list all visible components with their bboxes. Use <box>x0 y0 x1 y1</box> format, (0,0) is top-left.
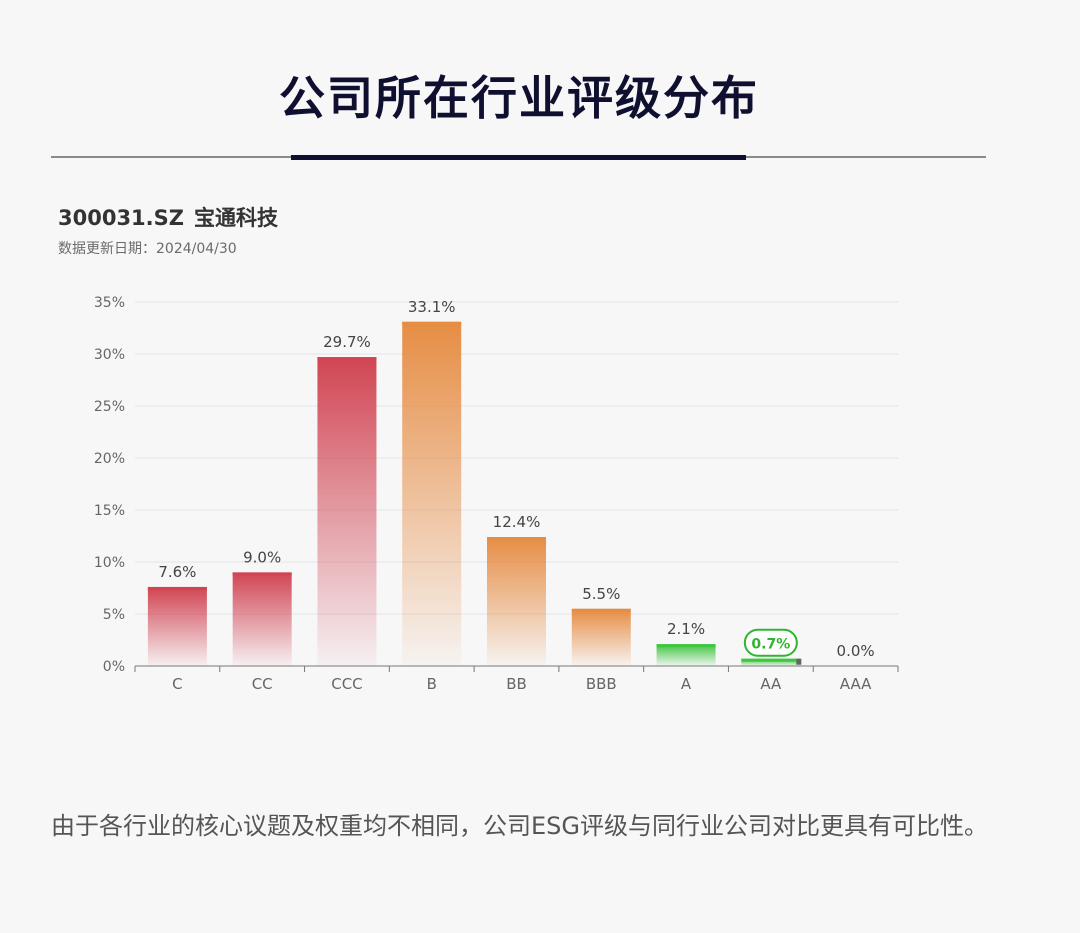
category-label-a: A <box>681 675 692 693</box>
update-label: 数据更新日期： <box>58 241 156 257</box>
value-label-aa: 0.7% <box>751 637 790 653</box>
y-tick-label: 20% <box>94 451 125 467</box>
y-tick-label: 0% <box>103 659 125 675</box>
bar-ccc <box>317 357 377 666</box>
y-tick-label: 10% <box>94 555 125 571</box>
bar-aa <box>741 658 801 666</box>
y-tick-label: 35% <box>94 295 125 311</box>
category-label-bb: BB <box>506 675 527 693</box>
y-tick-label: 30% <box>94 347 125 363</box>
bar-b <box>402 321 462 666</box>
bar-bb <box>487 537 546 666</box>
value-label-bb: 12.4% <box>493 513 541 531</box>
value-label-aaa: 0.0% <box>837 642 875 660</box>
category-label-c: C <box>172 675 182 693</box>
value-label-c: 7.6% <box>158 563 196 581</box>
y-tick-label: 5% <box>103 607 125 623</box>
bar-top-aa <box>741 658 801 662</box>
bar-top-c <box>147 586 207 590</box>
category-label-cc: CC <box>252 675 273 693</box>
company-name: 宝通科技 <box>194 206 278 230</box>
value-label-ccc: 29.7% <box>323 333 371 351</box>
bar-top-bb <box>487 537 546 541</box>
category-label-aa: AA <box>760 675 782 693</box>
title-divider-accent <box>291 155 746 160</box>
bar-top-ccc <box>317 357 377 361</box>
highlight-marker <box>796 658 802 665</box>
category-label-aaa: AAA <box>840 675 872 693</box>
bar-top-b <box>402 321 462 325</box>
bar-top-cc <box>232 572 292 576</box>
category-label-ccc: CCC <box>331 675 362 693</box>
value-label-b: 33.1% <box>408 298 456 316</box>
bar-top-a <box>656 644 716 648</box>
company-code: 300031.SZ <box>58 206 184 230</box>
bar-bbb <box>571 608 631 666</box>
y-tick-label: 15% <box>94 503 125 519</box>
company-heading: 300031.SZ 宝通科技 <box>58 202 278 232</box>
highlight-badge <box>743 628 798 657</box>
page-title: 公司所在行业评级分布 <box>279 71 759 125</box>
update-date: 2024/04/30 <box>156 241 237 257</box>
bar-c <box>147 586 207 666</box>
value-label-a: 2.1% <box>667 620 705 638</box>
y-tick-label: 25% <box>94 399 125 415</box>
footnote: 由于各行业的核心议题及权重均不相同，公司ESG评级与同行业公司对比更具有可比性。 <box>51 812 988 840</box>
bar-a <box>656 644 716 666</box>
category-label-b: B <box>427 675 437 693</box>
value-label-cc: 9.0% <box>243 548 281 566</box>
category-label-bbb: BBB <box>586 675 617 693</box>
value-label-bbb: 5.5% <box>582 585 620 603</box>
bar-top-bbb <box>571 608 631 612</box>
bar-cc <box>232 572 292 666</box>
update-date-line: 数据更新日期：2024/04/30 <box>58 238 237 258</box>
